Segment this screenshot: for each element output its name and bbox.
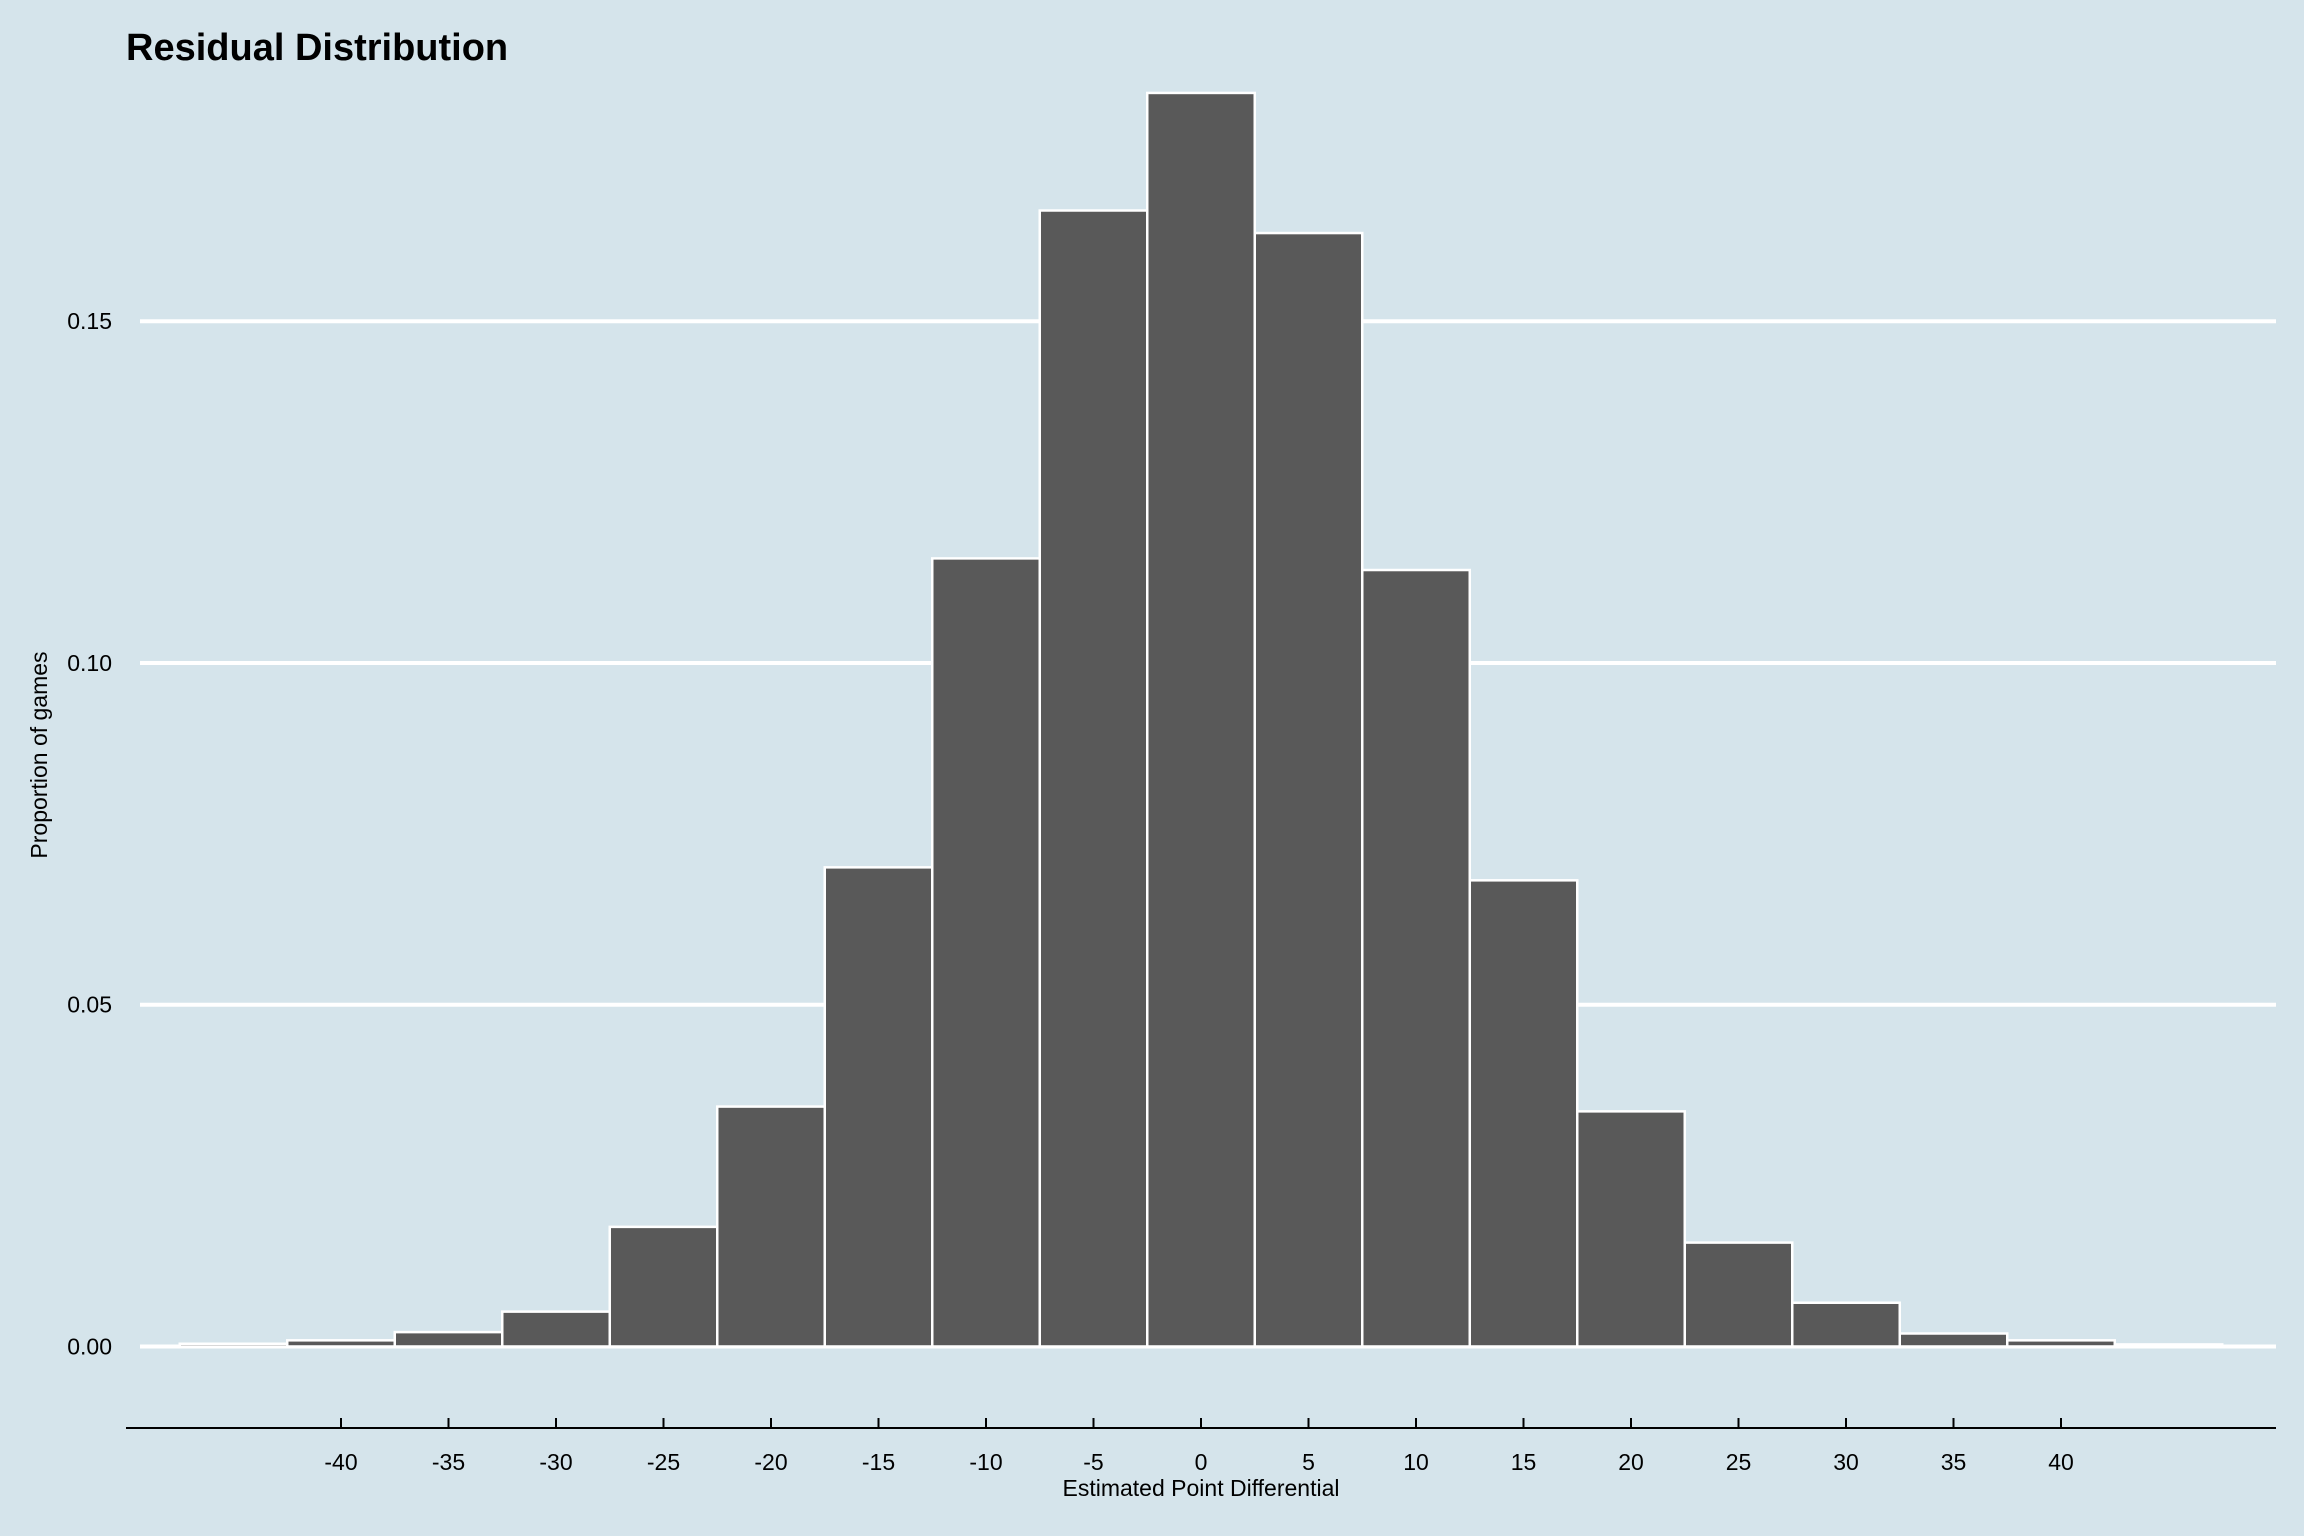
histogram-bar [1791, 1301, 1901, 1348]
histogram-bar [1253, 231, 1364, 1348]
histogram-bar [1683, 1241, 1794, 1348]
x-tick-label: 5 [1302, 1449, 1315, 1475]
y-tick-label: 0.15 [67, 308, 112, 334]
histogram-bar [1361, 568, 1471, 1348]
x-tick-label: 30 [1833, 1449, 1859, 1475]
y-tick-label: 0.05 [67, 992, 112, 1018]
histogram-bar [178, 1342, 289, 1348]
histogram-bar [1468, 879, 1579, 1348]
histogram-bar [1576, 1110, 1686, 1348]
x-tick-label: 40 [2048, 1449, 2074, 1475]
histogram-bar [716, 1105, 826, 1348]
histogram-bar [931, 557, 1041, 1348]
x-axis-ticks: -40 -35 -30 -25 -20 -15 -10 -5 0 5 10 15 20 25 30 35 40 [324, 1418, 2074, 1475]
histogram-bar [1038, 209, 1149, 1348]
x-tick-label: -30 [539, 1449, 572, 1475]
x-tick-label: 20 [1618, 1449, 1644, 1475]
histogram-bar [608, 1225, 719, 1348]
histogram-bars [178, 91, 2224, 1348]
histogram-bar [393, 1330, 504, 1348]
histogram-bar [2113, 1343, 2224, 1348]
y-axis-ticks: 0.00 0.05 0.10 0.15 [67, 308, 112, 1359]
histogram-bar [823, 866, 934, 1348]
x-tick-label: 0 [1195, 1449, 1208, 1475]
x-tick-label: -10 [969, 1449, 1002, 1475]
y-tick-label: 0.00 [67, 1333, 112, 1359]
x-tick-label: -15 [862, 1449, 895, 1475]
x-axis-title: Estimated Point Differential [1063, 1475, 1340, 1501]
histogram-bar [1146, 91, 1256, 1348]
histogram-bar [501, 1310, 611, 1348]
chart-title: Residual Distribution [126, 27, 508, 69]
x-tick-label: -20 [754, 1449, 787, 1475]
x-tick-label: 15 [1511, 1449, 1537, 1475]
x-tick-label: -40 [324, 1449, 357, 1475]
x-tick-label: -5 [1083, 1449, 1103, 1475]
histogram-bar [1898, 1332, 2009, 1348]
x-tick-label: 35 [1941, 1449, 1967, 1475]
x-tick-label: 10 [1403, 1449, 1429, 1475]
x-tick-label: 25 [1726, 1449, 1752, 1475]
histogram-bar [2006, 1339, 2116, 1348]
x-tick-label: -25 [647, 1449, 680, 1475]
histogram-bar [286, 1339, 396, 1348]
x-tick-label: -35 [432, 1449, 465, 1475]
y-axis-title: Proportion of games [26, 651, 52, 858]
y-tick-label: 0.10 [67, 650, 112, 676]
